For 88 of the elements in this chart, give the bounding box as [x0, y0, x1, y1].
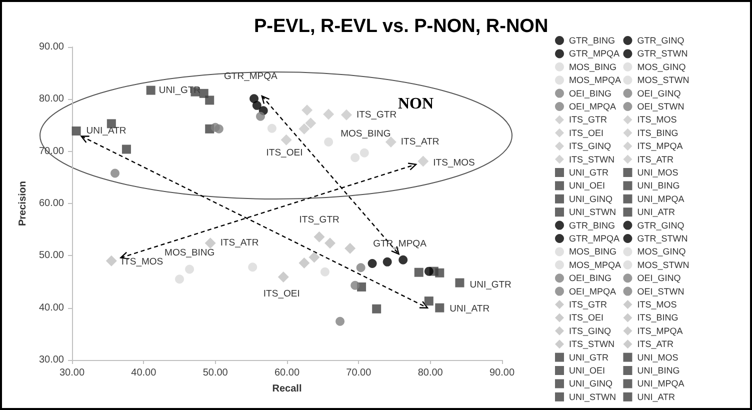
- chart-title: P-EVL, R-EVL vs. P-NON, R-NON: [254, 16, 548, 37]
- annotation: UNI_ATR: [450, 303, 490, 314]
- annotation: ITS_ATR: [220, 238, 259, 249]
- y-tick-label: 60.00: [38, 198, 64, 209]
- legend-label: UNI_MOS: [637, 168, 678, 178]
- legend-label: UNI_STWN: [569, 207, 616, 218]
- legend-label: ITS_GINQ: [569, 141, 612, 152]
- legend-label: ITS_GINQ: [569, 326, 612, 336]
- legend-label: UNI_MPQA: [637, 194, 684, 204]
- legend-label: OEI_MPQA: [569, 286, 616, 296]
- legend-label: MOS_BING: [569, 62, 617, 72]
- legend-label: ITS_OEI: [569, 128, 604, 138]
- legend-label: ITS_STWN: [569, 339, 615, 350]
- x-tick-label: 90.00: [489, 368, 515, 378]
- annotation: UNI_GTR: [470, 279, 512, 290]
- y-axis-title: Precision: [18, 180, 28, 226]
- legend-label: OEI_BING: [569, 88, 612, 98]
- legend-label: ITS_MOS: [637, 114, 677, 125]
- legend-label: ITS_GTR: [569, 300, 608, 310]
- x-tick-label: 40.00: [131, 368, 157, 378]
- x-tick-label: 30.00: [59, 368, 85, 378]
- legend-label: ITS_STWN: [569, 154, 615, 164]
- legend-label: GTR_GINQ: [637, 36, 684, 46]
- legend-label: ITS_BING: [637, 312, 678, 323]
- legend-label: ITS_OEI: [569, 312, 604, 323]
- y-tick-label: 90.00: [38, 42, 64, 52]
- legend-label: GTR_STWN: [637, 48, 688, 59]
- legend-label: UNI_GINQ: [569, 194, 613, 204]
- legend-label: MOS_GINQ: [637, 62, 686, 72]
- legend-label: UNI_MOS: [637, 352, 678, 362]
- x-tick-label: 80.00: [418, 368, 444, 378]
- legend-label: UNI_GINQ: [569, 378, 613, 389]
- annotation: ITS_GTR: [299, 214, 340, 226]
- annotation: MOS_BING: [164, 248, 215, 259]
- y-tick-label: 30.00: [38, 354, 64, 366]
- legend-label: UNI_OEI: [569, 180, 606, 191]
- legend-label: UNI_MPQA: [637, 378, 684, 389]
- legend-label: GTR_GINQ: [637, 220, 684, 230]
- annotation: UNI_ATR: [86, 125, 126, 136]
- annotation: ITS_GTR: [356, 109, 397, 120]
- legend-label: OEI_STWN: [637, 102, 684, 112]
- annotation: ITS_ATR: [400, 136, 440, 148]
- legend-label: UNI_ATR: [637, 207, 676, 218]
- annotation: ITS_MOS: [121, 256, 164, 268]
- legend-label: MOS_STWN: [637, 75, 690, 86]
- legend-label: OEI_STWN: [637, 286, 684, 296]
- legend-label: MOS_GINQ: [637, 246, 686, 257]
- legend-label: MOS_STWN: [637, 260, 690, 270]
- legend-label: ITS_GTR: [569, 114, 608, 125]
- annotation: GTR_MPQA: [373, 238, 428, 250]
- legend-label: GTR_BING: [569, 220, 616, 230]
- x-tick-label: 70.00: [346, 368, 372, 378]
- legend-label: UNI_OEI: [569, 366, 606, 376]
- annotation: GTR_MPQA: [224, 71, 278, 82]
- x-axis-title: Recall: [272, 384, 302, 394]
- annotation: ITS_MOS: [433, 158, 475, 169]
- legend-label: OEI_GINQ: [637, 273, 681, 284]
- y-tick-label: 80.00: [38, 94, 64, 105]
- legend-label: UNI_GTR: [569, 168, 610, 178]
- annotation: NON: [398, 96, 434, 112]
- legend-label: MOS_MPQA: [569, 75, 622, 86]
- x-tick-label: 60.00: [274, 368, 300, 378]
- y-tick-label: 50.00: [38, 250, 64, 262]
- annotation: ITS_OEI: [266, 147, 303, 158]
- legend-label: ITS_MPQA: [637, 141, 683, 152]
- legend-label: ITS_MPQA: [637, 326, 683, 336]
- legend-label: ITS_MOS: [637, 300, 677, 310]
- legend-label: UNI_ATR: [637, 392, 676, 402]
- legend-label: ITS_ATR: [637, 154, 674, 164]
- legend-label: OEI_GINQ: [637, 88, 681, 98]
- annotation: MOS_BING: [340, 128, 391, 140]
- legend-label: UNI_GTR: [569, 352, 610, 362]
- legend-label: OEI_BING: [569, 273, 612, 284]
- legend-label: ITS_ATR: [637, 339, 674, 350]
- legend-label: UNI_BING: [637, 366, 680, 376]
- legend-label: MOS_MPQA: [569, 260, 622, 270]
- legend-label: OEI_MPQA: [569, 102, 616, 112]
- legend-label: UNI_STWN: [569, 392, 616, 402]
- legend-label: GTR_MPQA: [569, 234, 620, 244]
- legend-label: GTR_MPQA: [569, 48, 620, 59]
- legend-label: ITS_BING: [637, 128, 678, 138]
- legend-label: MOS_BING: [569, 246, 617, 257]
- legend-label: UNI_BING: [637, 180, 680, 191]
- annotation: ITS_OEI: [263, 288, 300, 300]
- legend-label: GTR_STWN: [637, 234, 688, 244]
- x-tick-label: 50.00: [202, 368, 228, 378]
- legend-label: GTR_BING: [569, 36, 616, 46]
- y-tick-label: 40.00: [38, 302, 64, 314]
